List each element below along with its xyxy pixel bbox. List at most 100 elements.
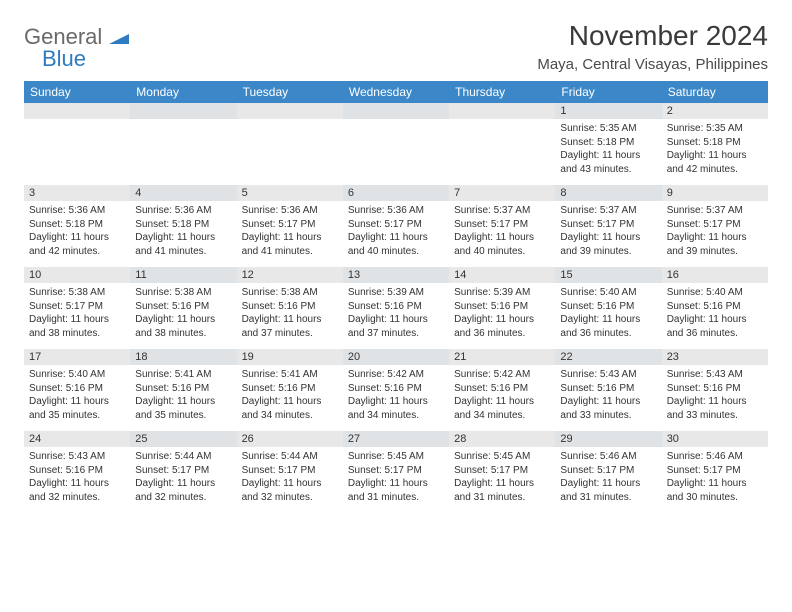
- day-number: 16: [662, 267, 768, 283]
- sunrise-line: Sunrise: 5:41 AM: [242, 368, 338, 382]
- day-body: Sunrise: 5:43 AMSunset: 5:16 PMDaylight:…: [555, 365, 661, 428]
- empty-day-number: [24, 103, 130, 119]
- sunrise-line: Sunrise: 5:44 AM: [135, 450, 231, 464]
- sunset-line: Sunset: 5:17 PM: [242, 218, 338, 232]
- sunset-line: Sunset: 5:17 PM: [560, 464, 656, 478]
- daylight-line: Daylight: 11 hours and 34 minutes.: [348, 395, 444, 422]
- daylight-line: Daylight: 11 hours and 42 minutes.: [667, 149, 763, 176]
- sunrise-line: Sunrise: 5:38 AM: [242, 286, 338, 300]
- sunset-line: Sunset: 5:17 PM: [29, 300, 125, 314]
- day-number: 2: [662, 103, 768, 119]
- sunset-line: Sunset: 5:16 PM: [560, 300, 656, 314]
- weekday-header: Friday: [555, 81, 661, 103]
- sunrise-line: Sunrise: 5:41 AM: [135, 368, 231, 382]
- sunset-line: Sunset: 5:16 PM: [242, 382, 338, 396]
- daylight-line: Daylight: 11 hours and 43 minutes.: [560, 149, 656, 176]
- daylight-line: Daylight: 11 hours and 41 minutes.: [135, 231, 231, 258]
- day-cell: 17Sunrise: 5:40 AMSunset: 5:16 PMDayligh…: [24, 349, 130, 431]
- day-number: 10: [24, 267, 130, 283]
- daylight-line: Daylight: 11 hours and 38 minutes.: [29, 313, 125, 340]
- daylight-line: Daylight: 11 hours and 30 minutes.: [667, 477, 763, 504]
- sunrise-line: Sunrise: 5:36 AM: [29, 204, 125, 218]
- day-body: Sunrise: 5:35 AMSunset: 5:18 PMDaylight:…: [662, 119, 768, 182]
- day-body: Sunrise: 5:41 AMSunset: 5:16 PMDaylight:…: [130, 365, 236, 428]
- sunrise-line: Sunrise: 5:36 AM: [348, 204, 444, 218]
- day-cell: 24Sunrise: 5:43 AMSunset: 5:16 PMDayligh…: [24, 431, 130, 513]
- sunset-line: Sunset: 5:17 PM: [454, 464, 550, 478]
- empty-day-number: [343, 103, 449, 119]
- day-cell: 26Sunrise: 5:44 AMSunset: 5:17 PMDayligh…: [237, 431, 343, 513]
- day-body: Sunrise: 5:44 AMSunset: 5:17 PMDaylight:…: [130, 447, 236, 510]
- day-cell: 3Sunrise: 5:36 AMSunset: 5:18 PMDaylight…: [24, 185, 130, 267]
- sunset-line: Sunset: 5:17 PM: [454, 218, 550, 232]
- weekday-header: Saturday: [662, 81, 768, 103]
- day-number: 11: [130, 267, 236, 283]
- weekday-header: Wednesday: [343, 81, 449, 103]
- daylight-line: Daylight: 11 hours and 41 minutes.: [242, 231, 338, 258]
- day-number: 28: [449, 431, 555, 447]
- day-body: Sunrise: 5:39 AMSunset: 5:16 PMDaylight:…: [449, 283, 555, 346]
- day-cell: 20Sunrise: 5:42 AMSunset: 5:16 PMDayligh…: [343, 349, 449, 431]
- sunset-line: Sunset: 5:17 PM: [242, 464, 338, 478]
- day-body: Sunrise: 5:37 AMSunset: 5:17 PMDaylight:…: [449, 201, 555, 264]
- day-cell: 21Sunrise: 5:42 AMSunset: 5:16 PMDayligh…: [449, 349, 555, 431]
- day-cell: 8Sunrise: 5:37 AMSunset: 5:17 PMDaylight…: [555, 185, 661, 267]
- page-title: November 2024: [537, 20, 768, 52]
- day-body: Sunrise: 5:46 AMSunset: 5:17 PMDaylight:…: [662, 447, 768, 510]
- sunrise-line: Sunrise: 5:42 AM: [348, 368, 444, 382]
- daylight-line: Daylight: 11 hours and 31 minutes.: [454, 477, 550, 504]
- day-number: 18: [130, 349, 236, 365]
- day-body: Sunrise: 5:42 AMSunset: 5:16 PMDaylight:…: [449, 365, 555, 428]
- day-number: 29: [555, 431, 661, 447]
- day-cell: 25Sunrise: 5:44 AMSunset: 5:17 PMDayligh…: [130, 431, 236, 513]
- sunrise-line: Sunrise: 5:38 AM: [29, 286, 125, 300]
- day-body: Sunrise: 5:38 AMSunset: 5:16 PMDaylight:…: [237, 283, 343, 346]
- day-body: Sunrise: 5:38 AMSunset: 5:16 PMDaylight:…: [130, 283, 236, 346]
- day-number: 1: [555, 103, 661, 119]
- day-number: 7: [449, 185, 555, 201]
- day-cell: 22Sunrise: 5:43 AMSunset: 5:16 PMDayligh…: [555, 349, 661, 431]
- day-body: Sunrise: 5:36 AMSunset: 5:17 PMDaylight:…: [237, 201, 343, 264]
- sunrise-line: Sunrise: 5:43 AM: [560, 368, 656, 382]
- daylight-line: Daylight: 11 hours and 36 minutes.: [454, 313, 550, 340]
- sunrise-line: Sunrise: 5:37 AM: [560, 204, 656, 218]
- sunrise-line: Sunrise: 5:37 AM: [667, 204, 763, 218]
- day-body: Sunrise: 5:42 AMSunset: 5:16 PMDaylight:…: [343, 365, 449, 428]
- daylight-line: Daylight: 11 hours and 36 minutes.: [667, 313, 763, 340]
- logo-word-2: Blue: [42, 46, 86, 71]
- calendar-page: General Blue November 2024 Maya, Central…: [0, 0, 792, 533]
- day-body: Sunrise: 5:40 AMSunset: 5:16 PMDaylight:…: [24, 365, 130, 428]
- sunrise-line: Sunrise: 5:35 AM: [560, 122, 656, 136]
- day-cell: 18Sunrise: 5:41 AMSunset: 5:16 PMDayligh…: [130, 349, 236, 431]
- daylight-line: Daylight: 11 hours and 33 minutes.: [667, 395, 763, 422]
- day-number: 4: [130, 185, 236, 201]
- daylight-line: Daylight: 11 hours and 32 minutes.: [135, 477, 231, 504]
- day-number: 22: [555, 349, 661, 365]
- daylight-line: Daylight: 11 hours and 33 minutes.: [560, 395, 656, 422]
- day-number: 27: [343, 431, 449, 447]
- day-body: Sunrise: 5:36 AMSunset: 5:18 PMDaylight:…: [130, 201, 236, 264]
- sunset-line: Sunset: 5:16 PM: [29, 382, 125, 396]
- day-body: Sunrise: 5:37 AMSunset: 5:17 PMDaylight:…: [662, 201, 768, 264]
- day-cell: 4Sunrise: 5:36 AMSunset: 5:18 PMDaylight…: [130, 185, 236, 267]
- sunrise-line: Sunrise: 5:36 AM: [135, 204, 231, 218]
- day-number: 17: [24, 349, 130, 365]
- day-cell: 2Sunrise: 5:35 AMSunset: 5:18 PMDaylight…: [662, 103, 768, 185]
- day-number: 12: [237, 267, 343, 283]
- day-cell: 6Sunrise: 5:36 AMSunset: 5:17 PMDaylight…: [343, 185, 449, 267]
- sunset-line: Sunset: 5:17 PM: [560, 218, 656, 232]
- day-body: Sunrise: 5:37 AMSunset: 5:17 PMDaylight:…: [555, 201, 661, 264]
- weekday-header: Tuesday: [237, 81, 343, 103]
- weekday-header: Sunday: [24, 81, 130, 103]
- day-body: Sunrise: 5:40 AMSunset: 5:16 PMDaylight:…: [662, 283, 768, 346]
- day-body: Sunrise: 5:44 AMSunset: 5:17 PMDaylight:…: [237, 447, 343, 510]
- day-body: Sunrise: 5:36 AMSunset: 5:18 PMDaylight:…: [24, 201, 130, 264]
- sunrise-line: Sunrise: 5:40 AM: [560, 286, 656, 300]
- week-row: 3Sunrise: 5:36 AMSunset: 5:18 PMDaylight…: [24, 185, 768, 267]
- empty-cell: [24, 103, 130, 185]
- sunrise-line: Sunrise: 5:39 AM: [348, 286, 444, 300]
- empty-day-number: [130, 103, 236, 119]
- sunset-line: Sunset: 5:17 PM: [135, 464, 231, 478]
- daylight-line: Daylight: 11 hours and 37 minutes.: [348, 313, 444, 340]
- sunrise-line: Sunrise: 5:43 AM: [667, 368, 763, 382]
